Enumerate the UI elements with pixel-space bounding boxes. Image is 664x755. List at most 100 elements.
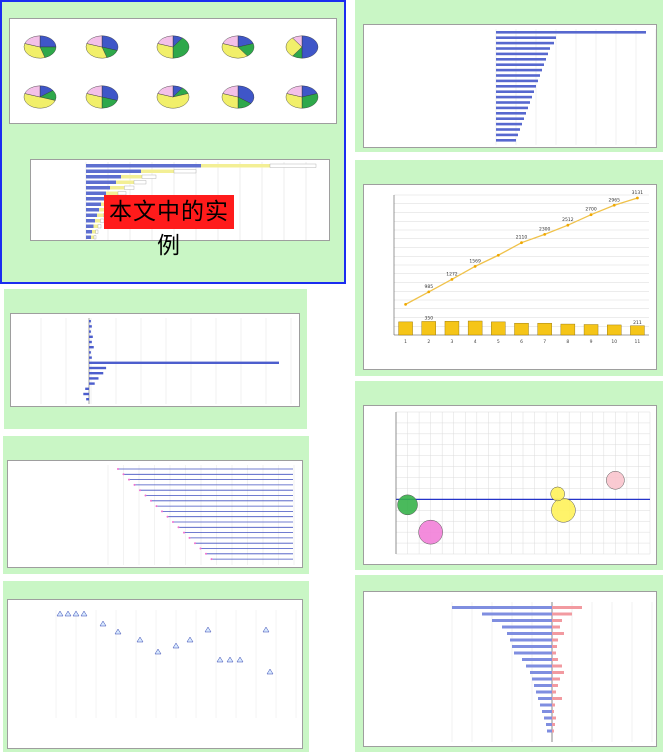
right-bar [552, 619, 562, 622]
left-bar [542, 710, 552, 713]
right-bar [552, 697, 562, 700]
bar [468, 321, 482, 335]
trend-line [406, 198, 638, 304]
timeline-start [150, 500, 152, 502]
panel-ranking-right-1[interactable] [355, 0, 663, 152]
left-bar [492, 619, 552, 622]
bar-segment [134, 181, 146, 185]
right-bar [552, 665, 562, 668]
point-label: 2110 [516, 235, 528, 241]
ranking-bar-chart [364, 25, 656, 147]
left-bar [530, 671, 552, 674]
timeline-start [183, 532, 185, 534]
bar-segment [86, 186, 110, 190]
dot-marker [217, 657, 223, 662]
right-bar [552, 632, 564, 635]
x-tick-label: 2 [427, 339, 430, 345]
bar [496, 117, 524, 120]
bar [561, 324, 575, 335]
left-bar [482, 613, 552, 616]
bar [83, 393, 89, 395]
bar [496, 80, 538, 83]
right-bar [552, 606, 582, 609]
bar-segment [95, 219, 100, 223]
panel-dot-left-4[interactable] [3, 581, 309, 752]
bar-segment [86, 170, 141, 174]
butterfly-bar-chart [364, 592, 656, 746]
timeline-start [178, 526, 180, 528]
bar [86, 398, 89, 400]
x-tick-label: 6 [520, 339, 523, 345]
x-tick-label: 8 [566, 339, 569, 345]
bar-segment [142, 175, 156, 179]
bar [89, 320, 91, 322]
x-tick-label: 11 [635, 339, 641, 345]
dot-marker [81, 611, 87, 616]
right-bar [552, 678, 560, 681]
panel-pie-and-bar-example[interactable]: 本文中的实例 [0, 0, 346, 284]
bar [491, 322, 505, 335]
bar [89, 336, 93, 338]
timeline-start [167, 516, 169, 518]
x-tick-label: 9 [590, 339, 593, 345]
bar [515, 323, 529, 335]
trend-point [566, 224, 569, 227]
x-tick-label: 1 [404, 339, 407, 345]
bar [607, 325, 621, 335]
bar [445, 321, 459, 335]
bar-segment [201, 164, 270, 168]
bar [496, 63, 544, 66]
left-bar [540, 704, 552, 707]
bubble [398, 495, 418, 515]
bubble [419, 520, 443, 544]
panel-timeline-left-3[interactable] [3, 436, 309, 574]
bar-segment [86, 203, 101, 207]
right-bar [552, 613, 572, 616]
left-bar [532, 678, 552, 681]
left-bar [546, 723, 552, 726]
trend-point [543, 233, 546, 236]
panel-bubble-right-3[interactable] [355, 381, 663, 570]
point-label: 1569 [469, 258, 481, 264]
right-bar [552, 652, 556, 655]
left-bar [536, 691, 552, 694]
panel-bar-left-2[interactable] [4, 289, 307, 429]
bar [630, 326, 644, 335]
left-bar [522, 658, 552, 661]
timeline-start [189, 537, 191, 539]
bar-segment [94, 225, 99, 229]
right-bar [552, 691, 556, 694]
panel-growth-right-2[interactable]: 9851272156921102300251227002965313135021… [355, 160, 663, 376]
point-label: 985 [424, 284, 433, 290]
bar-segment [86, 236, 91, 240]
left-bar [512, 645, 552, 648]
bar-segment [97, 214, 104, 218]
bar-segment [174, 170, 196, 174]
bar-segment [86, 230, 92, 234]
x-tick-label: 5 [497, 339, 500, 345]
timeline-start [205, 553, 207, 555]
trend-point [497, 254, 500, 257]
trend-point [474, 265, 477, 268]
bar-segment [86, 181, 116, 185]
bar [496, 58, 546, 61]
bar [496, 31, 646, 34]
right-bar [552, 717, 556, 720]
panel-butterfly-right-4[interactable] [355, 575, 663, 752]
bar [496, 53, 548, 56]
growth-chart-area: 9851272156921102300251227002965313135021… [363, 184, 657, 370]
point-label: 2965 [609, 197, 621, 203]
bar-segment [86, 197, 104, 201]
timeline-start [161, 510, 163, 512]
point-label: 2700 [585, 207, 597, 213]
timeline-start [134, 484, 136, 486]
bar-segment [86, 192, 106, 196]
x-tick-label: 7 [543, 339, 546, 345]
dot-chart [8, 600, 302, 748]
trend-point [404, 303, 407, 306]
bar [496, 69, 542, 72]
bar [496, 90, 534, 93]
x-tick-label: 3 [451, 339, 454, 345]
bar-label: 350 [424, 315, 433, 321]
pie-slice [302, 36, 318, 58]
